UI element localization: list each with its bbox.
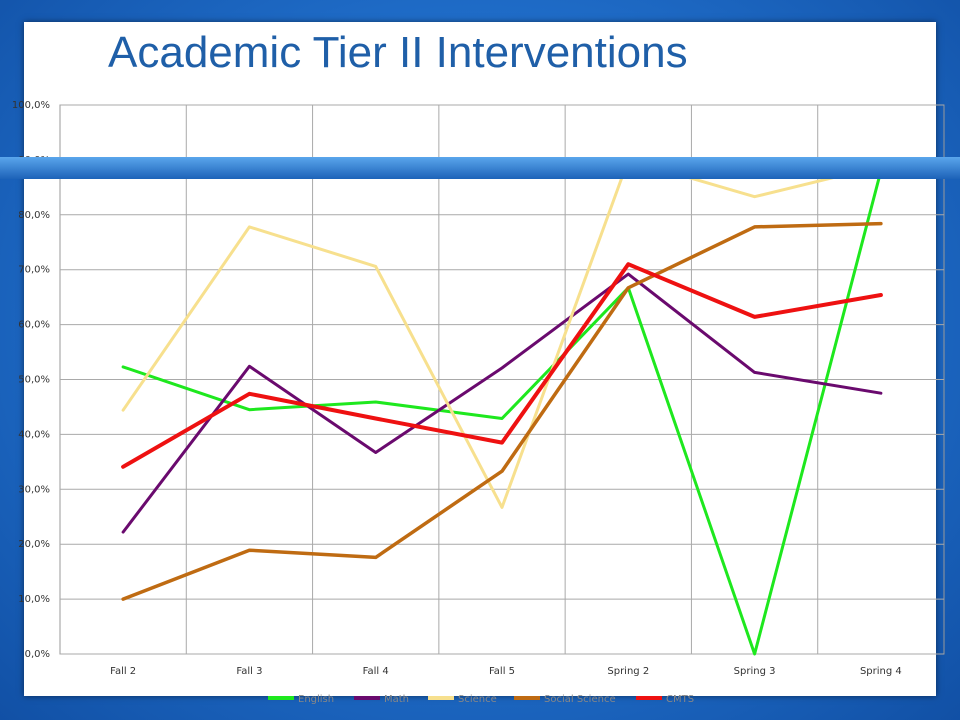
series-line-social-science: [121, 221, 883, 601]
legend-label: Math: [384, 694, 409, 705]
chart-legend: English Math Science Social Science CMTS: [268, 694, 694, 705]
y-tick-label: 50,0%: [18, 375, 50, 386]
y-tick-label: 100,0%: [12, 100, 50, 111]
legend-label: Science: [458, 694, 497, 705]
x-tick-label: Spring 2: [607, 666, 649, 677]
x-tick-label: Fall 5: [489, 666, 515, 677]
y-tick-label: 70,0%: [18, 265, 50, 276]
y-tick-label: 80,0%: [18, 210, 50, 221]
legend-label: Social Science: [544, 694, 616, 705]
series-line-science: [121, 158, 883, 509]
x-tick-label: Fall 4: [363, 666, 389, 677]
y-tick-label: 20,0%: [18, 539, 50, 550]
x-axis-ticks: Fall 2 Fall 3 Fall 4 Fall 5 Spring 2 Spring 3…: [110, 666, 902, 677]
series-lines: [121, 158, 883, 656]
y-axis-ticks: 0,0% 10,0% 20,0% 30,0% 40,0% 50,0% 60,0% 70,0% 8…: [12, 100, 50, 660]
x-tick-label: Spring 4: [860, 666, 902, 677]
series-line-cmts: [121, 262, 883, 469]
y-tick-label: 30,0%: [18, 484, 50, 495]
y-tick-label: 60,0%: [18, 320, 50, 331]
x-tick-label: Spring 3: [734, 666, 776, 677]
legend-label: English: [298, 694, 334, 705]
legend-label: CMTS: [666, 694, 694, 705]
y-tick-label: 10,0%: [18, 594, 50, 605]
slide-panel: [24, 22, 936, 696]
x-tick-label: Fall 2: [110, 666, 136, 677]
y-tick-label: 0,0%: [25, 649, 50, 660]
x-tick-label: Fall 3: [236, 666, 262, 677]
y-tick-label: 40,0%: [18, 429, 50, 440]
series-line-english: [121, 169, 883, 656]
series-line-math: [121, 272, 883, 534]
page-title: Academic Tier II Interventions: [108, 28, 688, 77]
decorative-band: [0, 157, 960, 179]
